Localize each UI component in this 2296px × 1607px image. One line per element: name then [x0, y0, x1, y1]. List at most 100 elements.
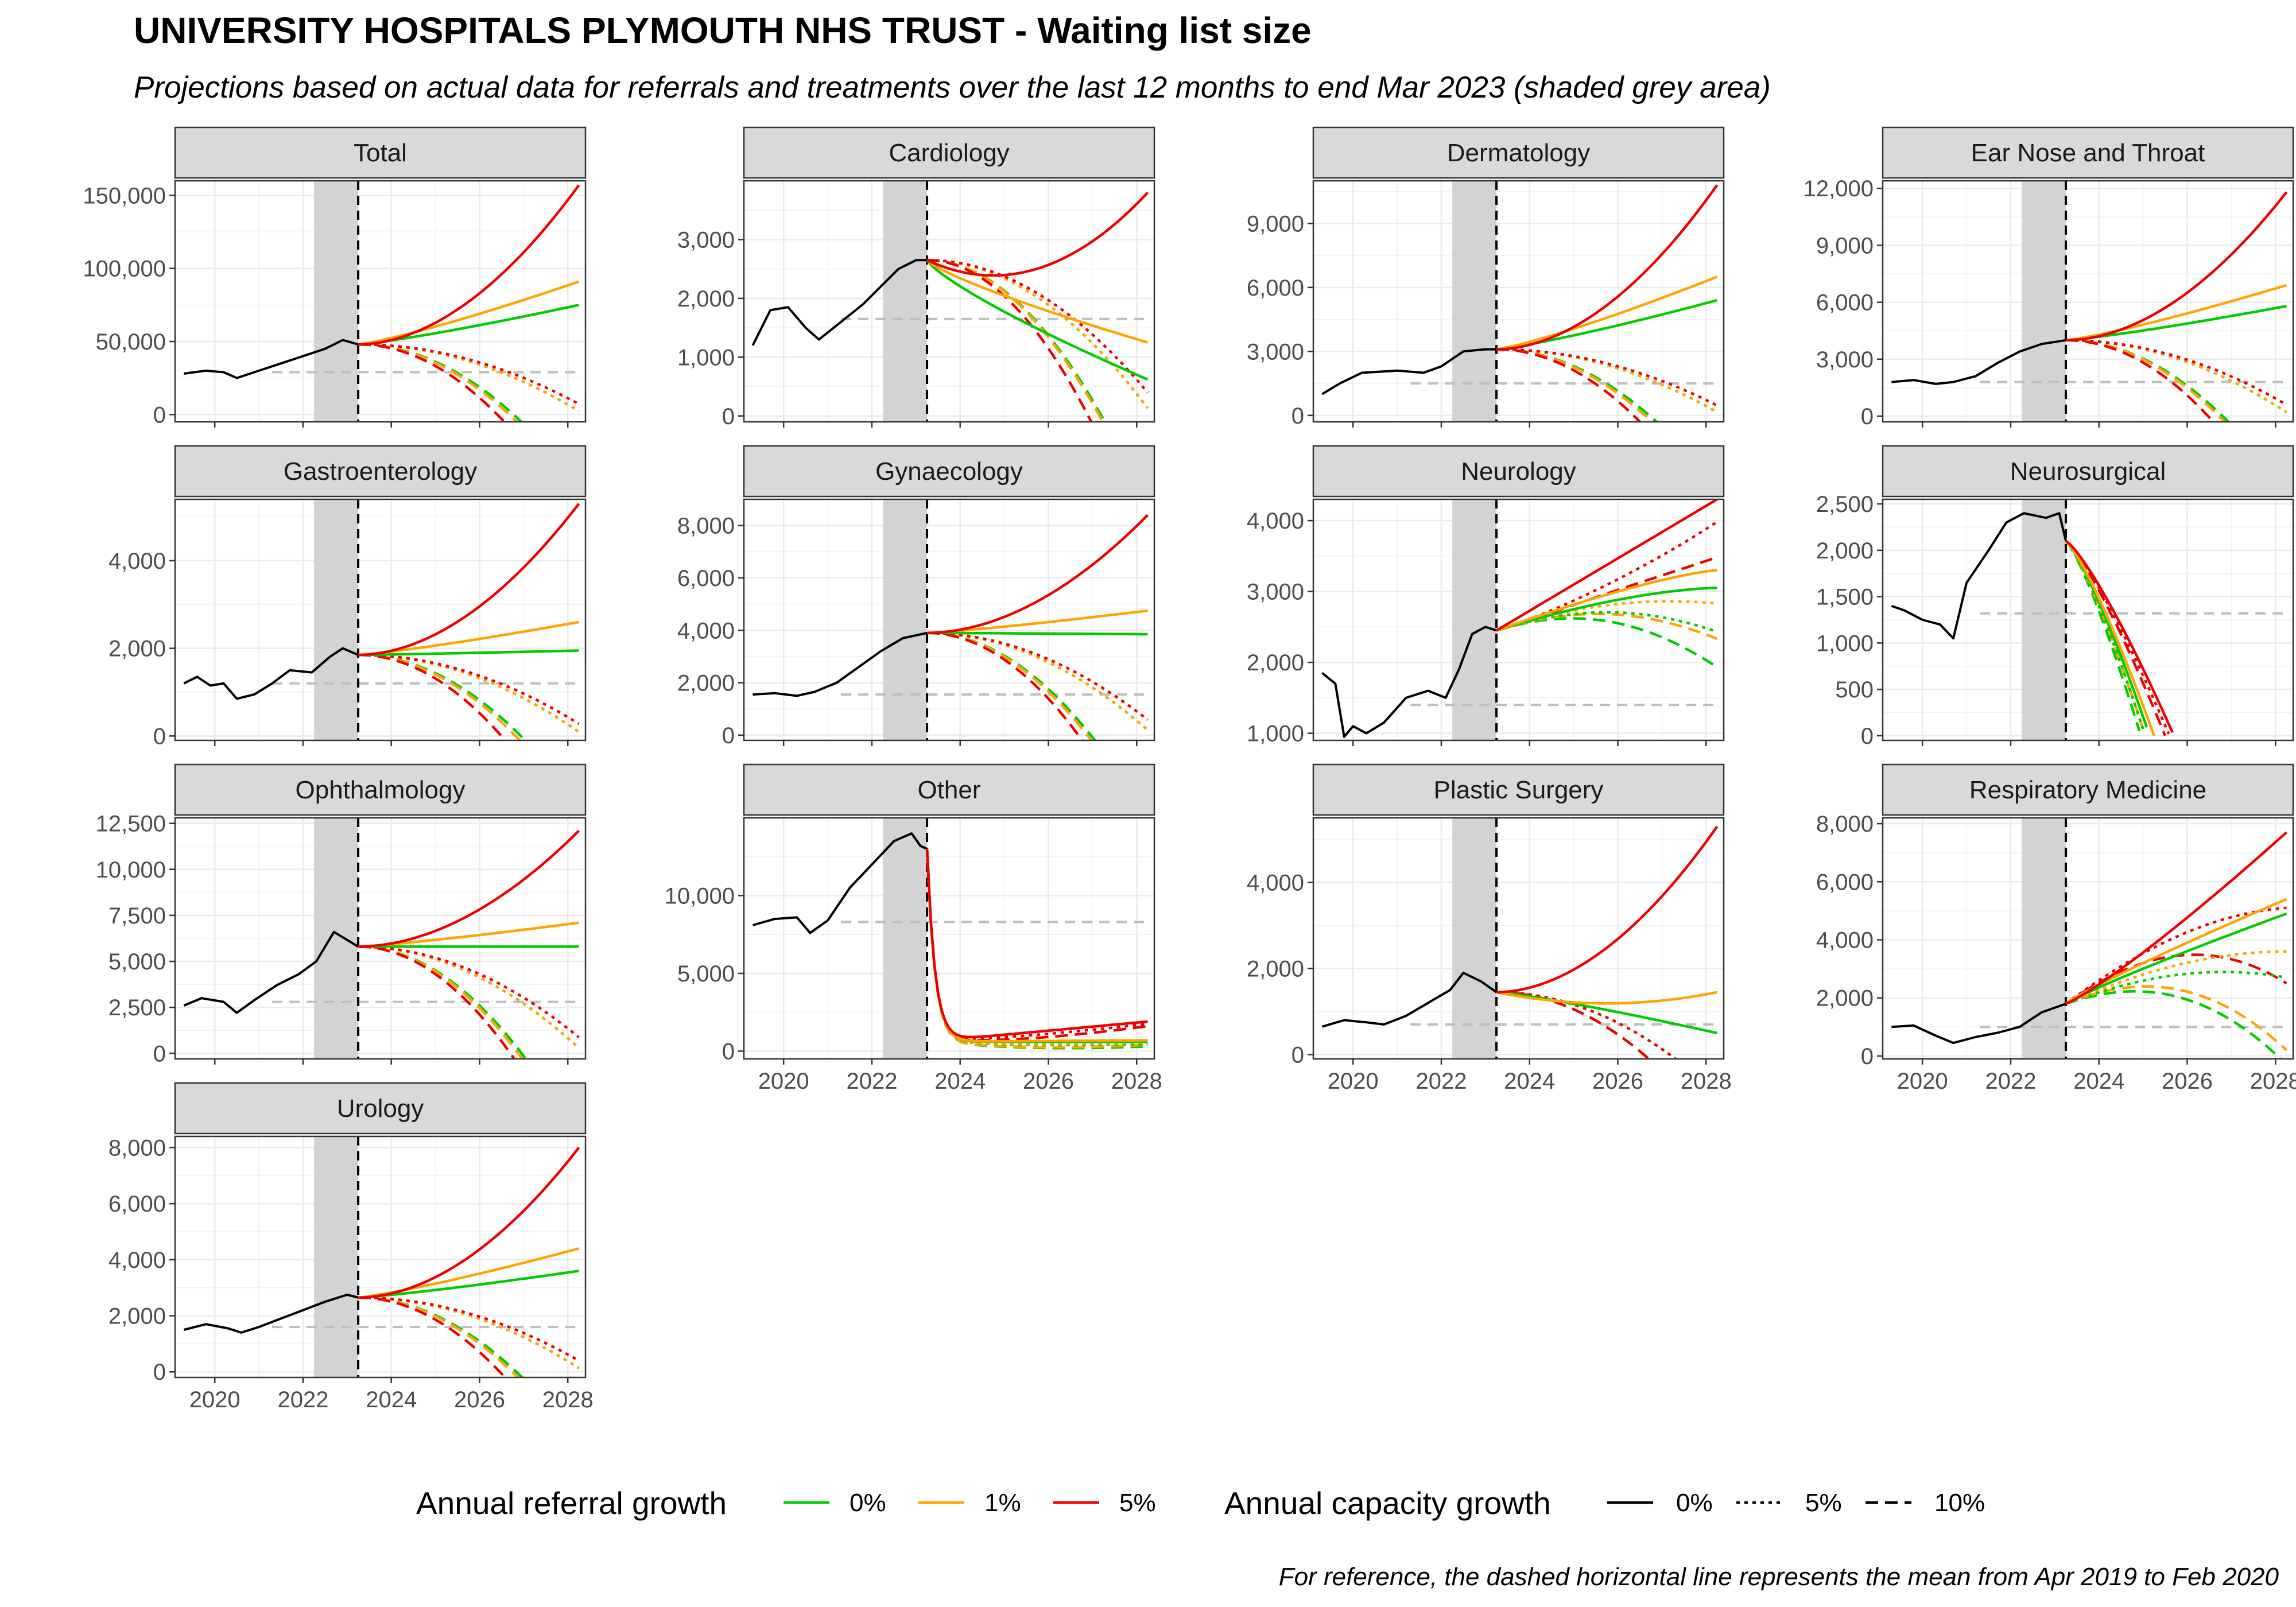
panel-title: Ophthalmology — [296, 776, 466, 804]
panel-title: Plastic Surgery — [1434, 776, 1604, 804]
panel-strip — [1312, 445, 1725, 498]
y-tick-label: 1,500 — [1816, 585, 1874, 610]
panel-border — [743, 180, 1155, 423]
x-tick-label: 2020 — [1897, 1069, 1948, 1094]
y-tick-label: 6,000 — [1247, 275, 1304, 301]
x-tick-label: 2020 — [1328, 1069, 1379, 1094]
y-tick-label: 4,000 — [677, 618, 735, 643]
x-tick-label: 2026 — [2162, 1069, 2213, 1094]
actual-series-line — [184, 339, 359, 379]
projection-line-referral-1-capacity-0 — [1496, 569, 1717, 632]
x-tick-label: 2020 — [758, 1069, 809, 1094]
projection-line-referral-5-capacity-0 — [1496, 184, 1719, 351]
projection-line-referral-5-capacity-5 — [358, 945, 580, 1039]
panel-content — [744, 499, 1154, 740]
shaded-period — [2022, 181, 2066, 422]
x-tick-label: 2022 — [1415, 1069, 1467, 1094]
legend-label-referral-5: 5% — [1119, 1489, 1156, 1517]
y-tick-label: 500 — [1835, 677, 1874, 702]
y-tick-label: 3,000 — [1816, 347, 1874, 372]
legend-capacity-title: Annual capacity growth — [1224, 1485, 1551, 1521]
y-tick-label: 3,000 — [1247, 580, 1304, 605]
shaded-period — [2022, 499, 2066, 740]
legend-label-referral-0: 0% — [850, 1489, 886, 1517]
y-tick-label: 6,000 — [677, 566, 735, 591]
x-tick-label: 2020 — [189, 1387, 241, 1412]
panel-strip — [174, 126, 587, 179]
panel-border — [1882, 180, 2294, 423]
projection-line-referral-5-capacity-0 — [1496, 825, 1719, 994]
x-tick-label: 2026 — [454, 1387, 505, 1412]
projection-line-referral-5-capacity-0 — [2065, 539, 2174, 733]
projection-line-referral-5-capacity-0 — [927, 514, 1149, 635]
projection-line-referral-0-capacity-5 — [2065, 971, 2287, 1006]
panel-cardiology: Cardiology 0 1,000 2,000 3,000 — [677, 126, 1155, 429]
panel-title: Total — [354, 139, 407, 167]
x-tick-label: 2026 — [1023, 1069, 1074, 1094]
panel-respiratory-medicine: Respiratory Medicine 0 2,000 4,000 6,000 8,00… — [1816, 763, 2296, 1094]
projection-line-referral-5-capacity-0 — [926, 191, 1149, 277]
projection-line-referral-1-capacity-5 — [358, 945, 580, 1049]
panel-content — [175, 499, 585, 740]
projection-line-referral-5-capacity-0 — [925, 849, 1148, 1039]
legend-label-referral-1: 1% — [984, 1489, 1021, 1517]
actual-series-line — [183, 1293, 359, 1334]
x-tick-label: 2024 — [934, 1069, 986, 1094]
panel-other: Other 0 5,000 10,000 2020 2022 2024 2026 2028 — [665, 763, 1162, 1094]
shaded-period — [883, 818, 928, 1059]
y-tick-label: 4,000 — [108, 1248, 166, 1273]
shaded-period — [883, 499, 928, 740]
panel-border — [174, 498, 587, 742]
panel-background — [175, 499, 585, 740]
y-tick-label: 2,000 — [108, 1304, 166, 1329]
panel-border — [1312, 498, 1725, 742]
projection-line-referral-1-capacity-0 — [926, 259, 1149, 344]
x-tick-label: 2028 — [1111, 1069, 1162, 1094]
shaded-period — [314, 181, 359, 422]
projection-line-referral-1-capacity-5 — [927, 631, 1149, 731]
y-tick-label: 4,000 — [1247, 509, 1304, 534]
panel-neurosurgical: Neurosurgical 0 500 1,000 1,500 2,000 2,500 — [1816, 445, 2294, 749]
panel-content — [1883, 181, 2293, 422]
y-tick-label: 0 — [153, 724, 166, 749]
projection-line-referral-5-capacity-0 — [358, 829, 580, 948]
y-tick-label: 9,000 — [1816, 233, 1874, 258]
projection-line-referral-0-capacity-0 — [358, 1270, 579, 1299]
x-tick-label: 2022 — [846, 1069, 897, 1094]
panel-neurology: Neurology 1,000 2,000 3,000 4,000 — [1247, 445, 1725, 747]
actual-series-line — [1321, 972, 1498, 1028]
panel-strip — [1312, 126, 1725, 179]
panel-title: Dermatology — [1447, 139, 1590, 167]
projection-line-referral-1-capacity-0 — [1496, 275, 1718, 351]
shaded-period — [314, 499, 359, 740]
y-tick-label: 1,000 — [1816, 631, 1874, 656]
projection-line-referral-0-capacity-0 — [1496, 991, 1717, 1035]
panel-strip — [174, 445, 587, 498]
x-tick-label: 2026 — [1592, 1069, 1643, 1094]
y-tick-label: 6,000 — [1816, 870, 1874, 895]
x-tick-label: 2028 — [2250, 1069, 2296, 1094]
actual-series-line — [752, 832, 928, 934]
x-tick-label: 2022 — [277, 1387, 328, 1412]
panel-total: Total 0 50,000 100,000 150,000 — [83, 126, 587, 428]
panel-content — [1313, 181, 1724, 422]
legend-label-capacity-5: 5% — [1805, 1489, 1842, 1517]
panel-content — [1313, 818, 1724, 1059]
projection-line-referral-5-capacity-0 — [1495, 499, 1718, 632]
x-tick-label: 2024 — [2073, 1069, 2124, 1094]
y-tick-label: 7,500 — [108, 903, 166, 929]
shaded-period — [883, 181, 928, 422]
projection-line-referral-0-capacity-0 — [926, 259, 1149, 381]
actual-series-line — [1891, 512, 2068, 640]
projection-line-referral-0-capacity-0 — [1496, 587, 1717, 632]
panel-title: Respiratory Medicine — [1969, 776, 2206, 804]
legend-label-capacity-10: 10% — [1934, 1489, 1985, 1517]
panel-strip — [174, 1082, 587, 1135]
panel-content — [175, 1136, 585, 1377]
y-tick-label: 0 — [153, 402, 166, 428]
panel-border — [174, 817, 587, 1060]
projection-line-referral-5-capacity-0 — [2065, 831, 2287, 1005]
panel-content — [175, 181, 585, 422]
projection-line-referral-0-capacity-0 — [927, 631, 1148, 636]
projection-line-referral-5-capacity-0 — [358, 184, 580, 346]
